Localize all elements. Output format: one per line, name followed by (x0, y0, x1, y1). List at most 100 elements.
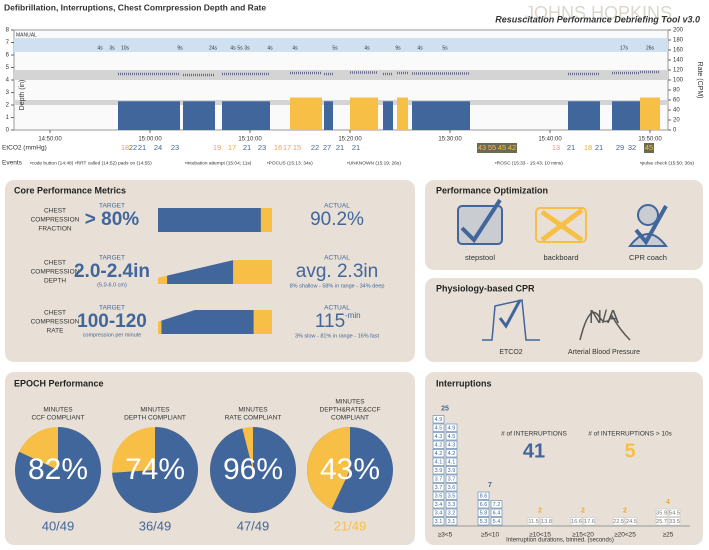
bin-count: 7 (488, 482, 492, 489)
x-tick-label: 15:40:00 (538, 137, 562, 143)
optimization-label: CPR coach (629, 253, 667, 262)
actual-value: 115 (315, 311, 345, 332)
interruption-label: 9s (177, 45, 183, 51)
duration-label: 4.3 (435, 434, 443, 440)
pie-title: RATE COMPLIANT (225, 415, 282, 422)
duration-box (445, 423, 458, 432)
depth-bar (183, 101, 215, 130)
etco2-value: 21 (336, 143, 344, 152)
etco2-value: 22 (129, 143, 137, 152)
metric-label: COMPRESSION (31, 269, 80, 276)
duration-box (432, 423, 445, 432)
pie-percent: 82% (28, 453, 88, 486)
duration-label: 3.1 (448, 519, 456, 525)
bin-label: ≥20<25 (614, 532, 636, 539)
interruption-label: 9s (395, 45, 401, 51)
duration-box (527, 517, 540, 526)
duration-label: 5.3 (480, 519, 488, 525)
target-note: (5.0-6.0 cm) (97, 282, 127, 288)
duration-label: 8.6 (480, 494, 488, 500)
duration-box (432, 491, 445, 500)
etco2-value: 45 (498, 143, 506, 152)
etco2-value: 24 (154, 143, 162, 152)
physiology-panel (425, 278, 703, 362)
duration-label: 6.4 (493, 511, 501, 517)
pie-title: MINUTES (335, 399, 365, 406)
etco2-value: 21 (595, 143, 603, 152)
pie-title: MINUTES (238, 407, 268, 414)
bar-ramp-mask (157, 309, 198, 322)
pie-fraction: 21/49 (334, 518, 367, 533)
interruption-label: 4s (97, 45, 103, 51)
etco2-value: 45 (645, 143, 653, 152)
duration-box (668, 517, 681, 526)
bin-count: 25 (441, 405, 449, 412)
interruption-label: 4s (417, 45, 423, 51)
etco2-value: 18 (121, 143, 129, 152)
y2-tick-label: 0 (673, 128, 677, 134)
pie-title: DEPTH&RATE&CCF (320, 407, 381, 414)
metric-label: CHEST (44, 260, 66, 267)
pie-title: MINUTES (43, 407, 73, 414)
y2-tick-label: 140 (673, 58, 684, 64)
panel-title: Physiology-based CPR (436, 283, 535, 293)
event: •ROSC (15:33 - 15:43; 10 mins) (495, 160, 563, 166)
interruption-label: 4s (292, 45, 298, 51)
duration-box (432, 432, 445, 441)
backboard-icon (535, 207, 587, 243)
depth-bar (324, 101, 333, 130)
etco2-value: 18 (584, 143, 592, 152)
duration-label: 4.1 (448, 460, 456, 466)
interruption-label: 5s (237, 45, 243, 51)
interruption-label: 4s (230, 45, 236, 51)
duration-label: 4.2 (435, 443, 443, 449)
bin-label: ≥5<10 (481, 532, 500, 539)
depth-bar (568, 101, 600, 130)
y2-tick-label: 60 (673, 98, 680, 104)
duration-label: 4.5 (448, 434, 456, 440)
long-value: 5 (624, 440, 635, 462)
y-tick-label: 0 (6, 128, 10, 134)
x-tick-label: 15:20:00 (338, 137, 362, 143)
target-label: TARGET (99, 255, 125, 262)
bin-count: 2 (581, 507, 585, 514)
duration-box (490, 508, 503, 517)
duration-label: 4.3 (448, 443, 456, 449)
y2-tick-label: 180 (673, 38, 684, 44)
pie-fraction: 36/49 (139, 518, 172, 533)
depth-bar (412, 101, 470, 130)
duration-box (432, 517, 445, 526)
metric-label: RATE (47, 328, 65, 335)
bin-count: 2 (538, 507, 542, 514)
x-tick-label: 15:30:00 (438, 137, 462, 143)
mode-label: MANUAL (16, 32, 37, 38)
duration-label: 3.4 (435, 511, 443, 517)
duration-box (445, 457, 458, 466)
timeline-title: Defibrillation, Interruptions, Chest Com… (4, 2, 266, 12)
metric-segment (158, 208, 261, 232)
y2-tick-label: 80 (673, 88, 680, 94)
x-tick-label: 14:50:00 (38, 137, 62, 143)
depth-bar (612, 101, 640, 130)
abp-icon (579, 311, 631, 341)
depth-bar (383, 101, 393, 130)
duration-box (432, 449, 445, 458)
etco2-highlight (497, 143, 507, 153)
etco2-highlight (507, 143, 517, 153)
y-tick-label: 7 (6, 40, 10, 46)
etco2-highlight (487, 143, 497, 153)
duration-label: 7.2 (493, 502, 501, 508)
duration-box (445, 500, 458, 509)
depth-bar (350, 97, 378, 130)
actual-value: avg. 2.3in (296, 261, 378, 282)
panel-title: Interruptions (436, 378, 492, 388)
metric-label: FRACTION (38, 226, 72, 233)
duration-label: 3.7 (435, 477, 443, 483)
event: •RRT called (14:52) pads on (14:55) (75, 160, 152, 166)
actual-note: 3% slow - 81% in range - 16% fast (295, 333, 380, 339)
metric-label: CHEST (44, 310, 66, 317)
etco2-value: 43 (478, 143, 486, 152)
duration-label: 3.9 (435, 468, 443, 474)
interruption-label: 26s (646, 45, 655, 51)
etco2-value: 27 (323, 143, 331, 152)
